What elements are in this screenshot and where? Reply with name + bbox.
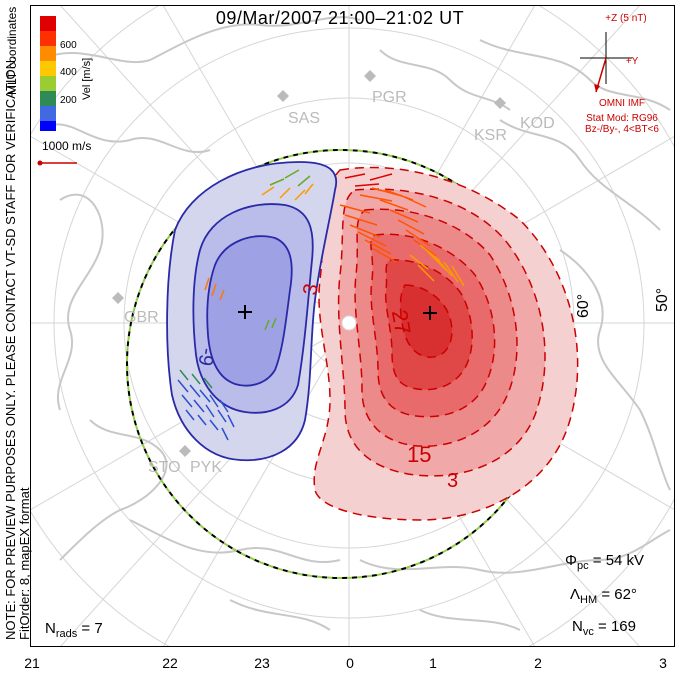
nrads-stat: Nrads = 7 xyxy=(45,620,103,640)
map-frame xyxy=(30,5,675,647)
svg-text:60°: 60° xyxy=(575,294,592,318)
velocity-vectors xyxy=(177,169,465,441)
svg-text:KOD: KOD xyxy=(520,115,555,132)
mlt-hour-2: 2 xyxy=(534,655,542,671)
svg-text:MLT coordinates: MLT coordinates xyxy=(5,7,19,95)
mlt-hour-3: 3 xyxy=(659,655,667,671)
latitude-labels: 60° 50° xyxy=(575,288,671,318)
svg-text:50°: 50° xyxy=(654,288,671,312)
svg-text:PGR: PGR xyxy=(372,89,407,106)
phi-pc-stat: Φpc = 54 kV xyxy=(565,552,645,572)
map-title: 09/Mar/2007 21:00–21:02 UT xyxy=(215,8,465,28)
stat-model-label: Stat Mod: RG96 xyxy=(586,113,658,124)
mlt-hour-21: 21 xyxy=(24,655,40,671)
scale-vector xyxy=(37,160,77,166)
negative-potential-cell xyxy=(166,161,338,462)
svg-text:STO: STO xyxy=(148,459,181,476)
mlt-hour-0: 0 xyxy=(346,655,354,671)
imf-dial xyxy=(580,32,632,93)
station-markers xyxy=(112,70,506,457)
mlt-hour-23: 23 xyxy=(254,655,270,671)
svg-text:3: 3 xyxy=(447,470,458,492)
imf-z-label: +Z (5 nT) xyxy=(605,13,647,24)
station-labels: SAS PGR KSR KOD GBR STO PYK xyxy=(124,89,555,476)
svg-text:3: 3 xyxy=(299,282,323,297)
svg-text:KSR: KSR xyxy=(474,127,507,144)
svg-text:1000 m/s: 1000 m/s xyxy=(42,139,91,153)
imf-omni-label: OMNI IMF xyxy=(598,98,646,109)
mlt-hour-22: 22 xyxy=(162,655,178,671)
svg-text:PYK: PYK xyxy=(190,459,222,476)
mlt-hour-1: 1 xyxy=(429,655,437,671)
nvc-stat: Nvc = 169 xyxy=(572,618,636,638)
positive-potential-cell xyxy=(313,166,579,521)
velocity-colorbar xyxy=(40,16,56,131)
svg-text:GBR: GBR xyxy=(124,309,159,326)
svg-text:400: 400 xyxy=(60,67,77,78)
svg-text:27: 27 xyxy=(387,308,416,336)
svg-text:Vel [m/s]: Vel [m/s] xyxy=(81,58,93,100)
svg-text:15: 15 xyxy=(407,442,431,467)
svg-text:600: 600 xyxy=(60,40,77,51)
svg-text:-9: -9 xyxy=(193,346,218,367)
lambda-hm-stat: ΛHM = 62° xyxy=(570,586,637,606)
preview-note: NOTE: FOR PREVIEW PURPOSES ONLY. PLEASE … xyxy=(3,56,32,640)
contour-labels: 3 -9 27 15 3 xyxy=(193,282,458,492)
imf-condition-label: Bz-/By-, 4<BT<6 xyxy=(585,124,659,135)
svg-text:SAS: SAS xyxy=(288,110,320,127)
imf-y-label: +Y xyxy=(625,56,639,67)
svg-text:200: 200 xyxy=(60,95,77,106)
